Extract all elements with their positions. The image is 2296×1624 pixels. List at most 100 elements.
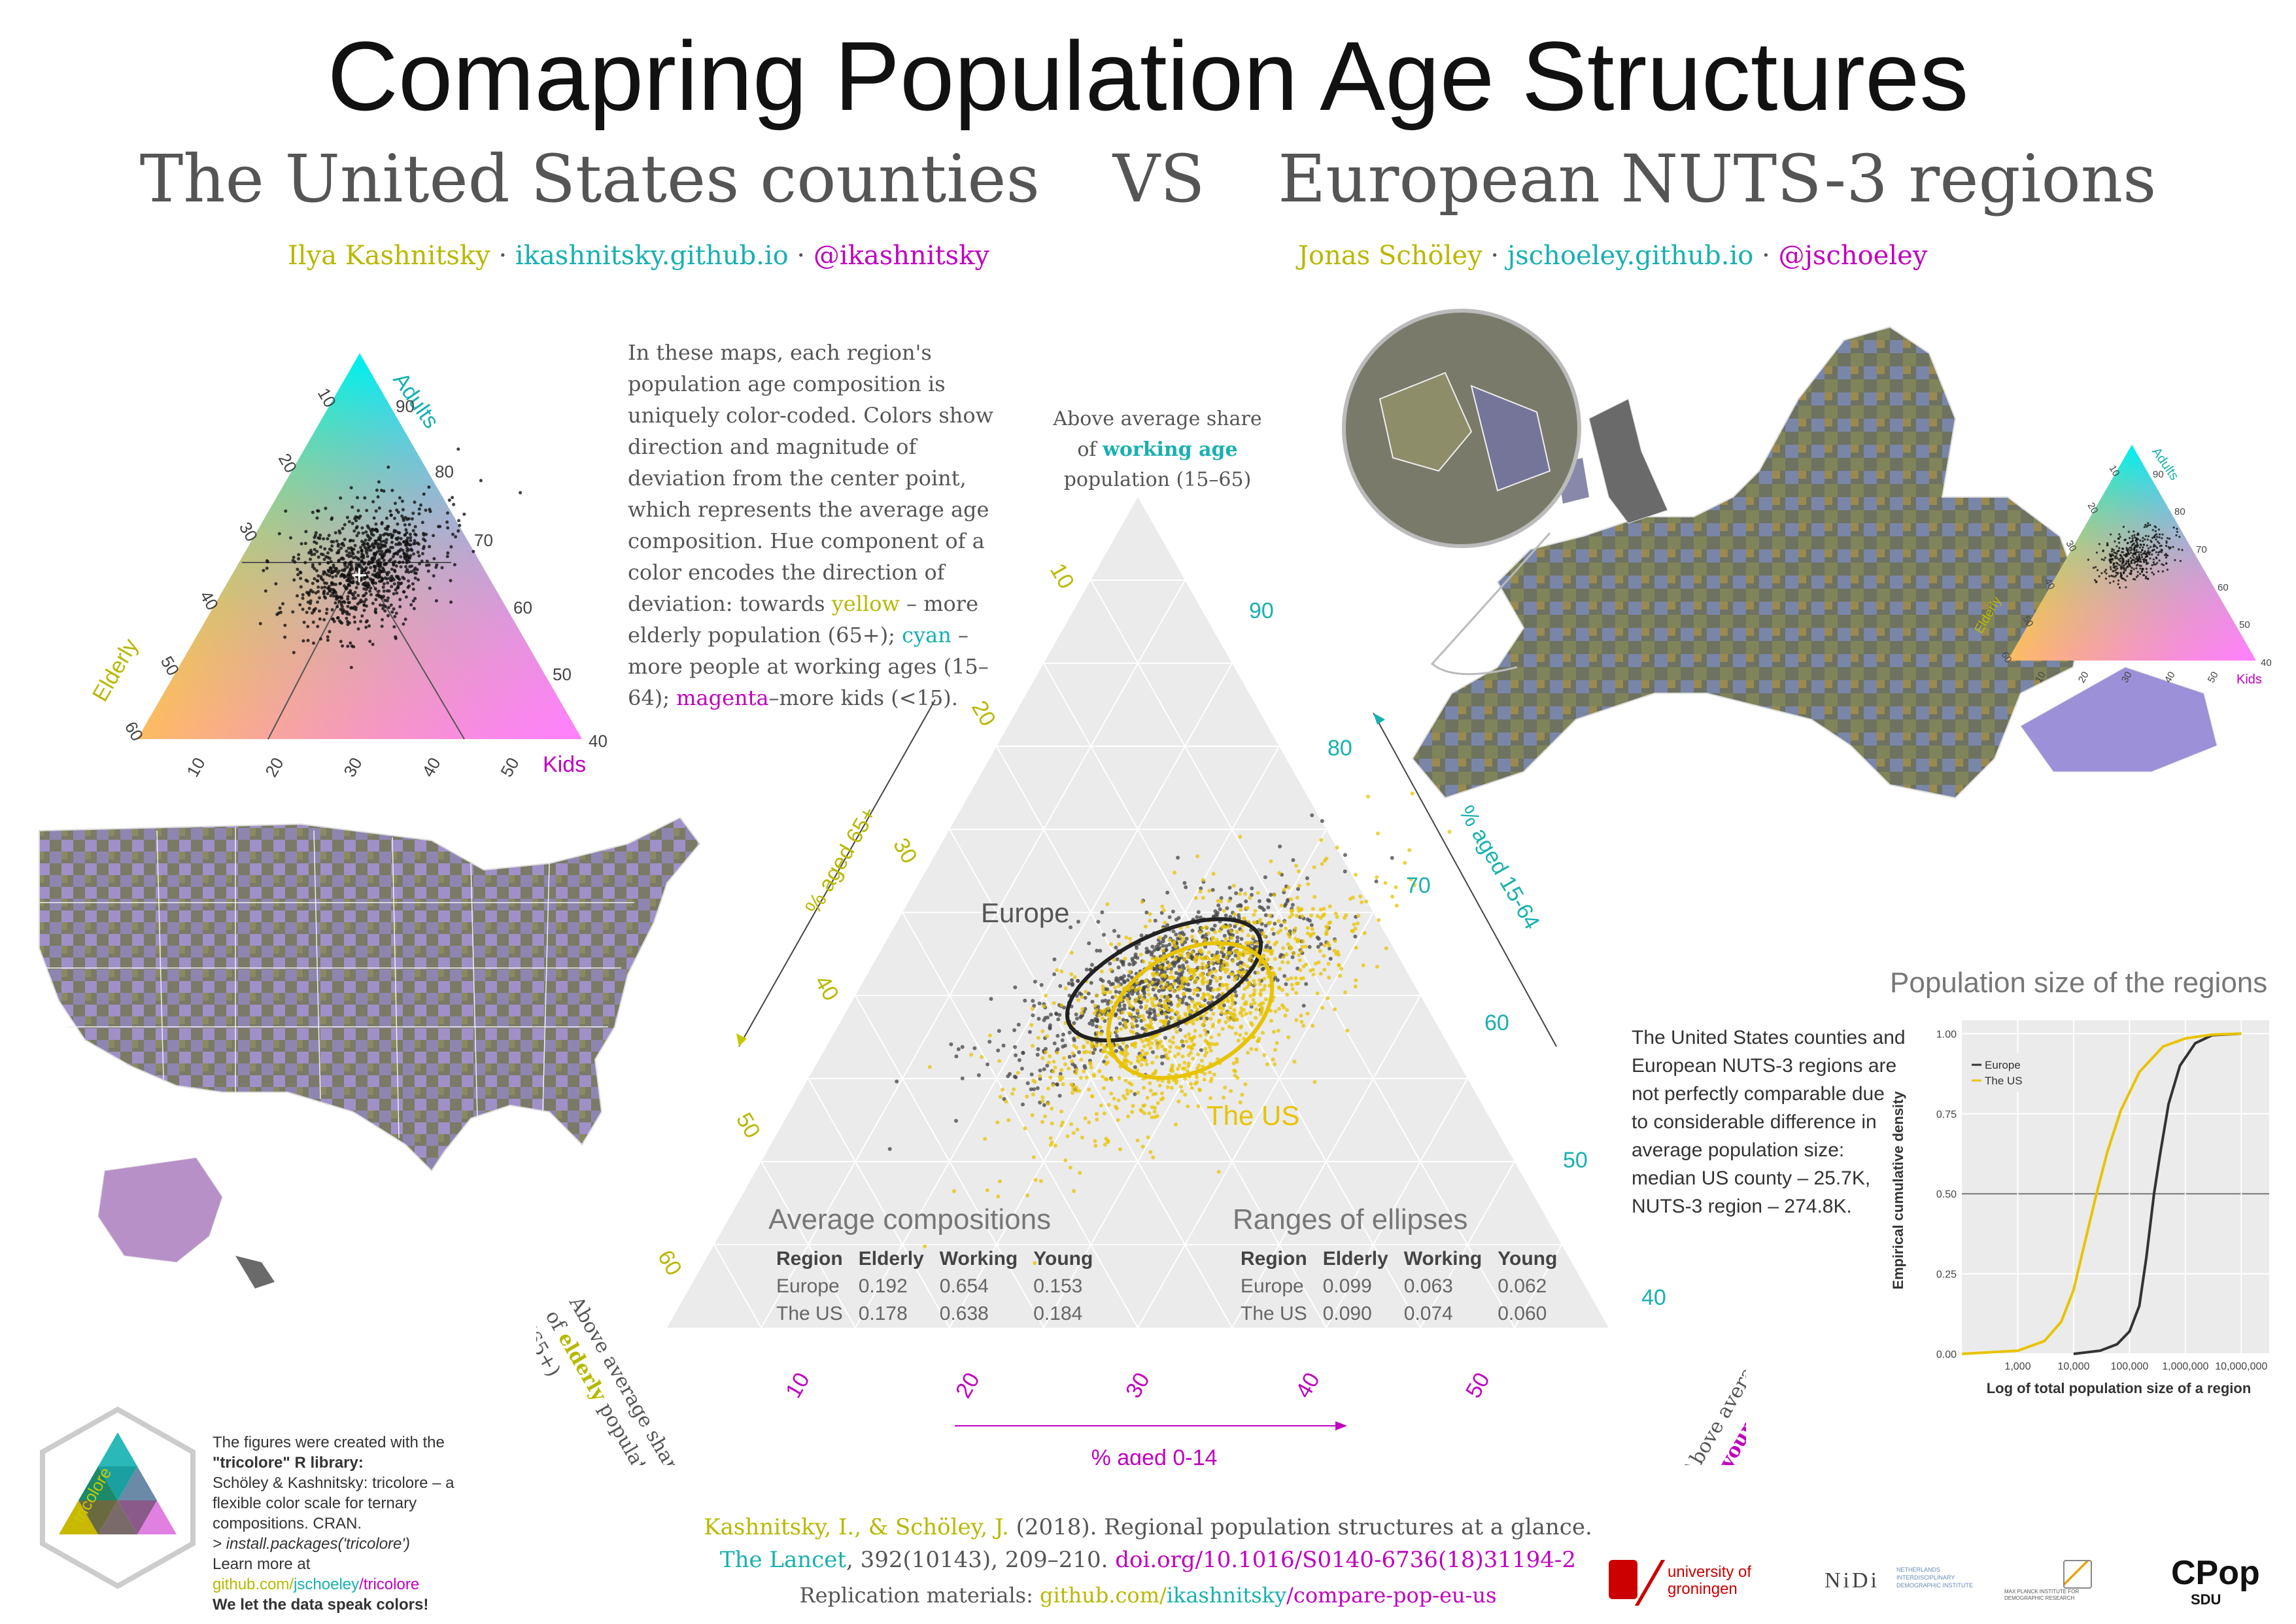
us-point bbox=[1212, 954, 1217, 958]
legend-point bbox=[318, 562, 322, 566]
us-point bbox=[1158, 965, 1163, 969]
europe-point bbox=[1374, 879, 1379, 884]
us-point bbox=[1242, 993, 1246, 997]
author-2-handle[interactable]: @jschoeley bbox=[1778, 241, 1928, 271]
tick: 20 bbox=[261, 754, 287, 780]
us-point bbox=[1394, 885, 1398, 890]
eu-legend-point bbox=[2114, 569, 2117, 572]
us-point bbox=[1237, 970, 1242, 975]
europe-point bbox=[1201, 934, 1205, 939]
legend-point bbox=[301, 639, 305, 643]
eu-legend-point bbox=[2154, 563, 2157, 566]
legend-point bbox=[411, 528, 415, 532]
legend-point bbox=[363, 575, 367, 578]
legend-point bbox=[407, 570, 411, 574]
legend-point bbox=[405, 517, 409, 521]
legend-point bbox=[349, 641, 352, 645]
us-point bbox=[1322, 943, 1327, 948]
repl-link-b[interactable]: ikashnitsky bbox=[1166, 1583, 1287, 1608]
legend-point bbox=[367, 526, 371, 530]
eu-legend-point bbox=[2130, 561, 2133, 563]
legend-point bbox=[351, 505, 354, 509]
lib-link-b[interactable]: jschoeley bbox=[294, 1576, 360, 1593]
legend-point bbox=[374, 509, 378, 513]
eu-legend-point bbox=[2095, 581, 2097, 583]
us-point bbox=[1097, 1069, 1102, 1073]
legend-point bbox=[420, 552, 424, 555]
us-point bbox=[1297, 884, 1301, 888]
legend-point bbox=[440, 566, 444, 570]
us-point bbox=[1292, 930, 1296, 935]
eu-legend-point bbox=[2142, 546, 2144, 549]
author-1-handle[interactable]: @ikashnitsky bbox=[813, 241, 990, 271]
eu-legend-point bbox=[2114, 576, 2116, 578]
legend-point bbox=[313, 547, 317, 551]
eu-legend-point bbox=[2179, 560, 2182, 562]
eu-legend-point bbox=[2165, 554, 2168, 557]
eu-legend-point bbox=[2124, 538, 2127, 541]
us-point bbox=[1135, 1058, 1140, 1063]
europe-point bbox=[1057, 1094, 1062, 1098]
us-point bbox=[1315, 914, 1320, 918]
repl-link-a[interactable]: github.com/ bbox=[1040, 1583, 1167, 1608]
gb-shape bbox=[1588, 398, 1668, 524]
europe-point bbox=[1045, 1063, 1050, 1068]
legend-point bbox=[413, 571, 417, 575]
us-point bbox=[1155, 1114, 1159, 1118]
lib-link-c[interactable]: /tricolore bbox=[359, 1576, 420, 1593]
us-point bbox=[1140, 1039, 1145, 1044]
legend-point bbox=[327, 534, 331, 538]
us-point bbox=[1195, 988, 1199, 992]
us-point bbox=[1190, 999, 1195, 1004]
us-point bbox=[1123, 1079, 1128, 1083]
legend-point bbox=[331, 617, 335, 621]
europe-point bbox=[1055, 1082, 1059, 1086]
top-note-3: population (15–65) bbox=[1064, 468, 1252, 491]
color-legend-ternary: + Adults Elderly Kids 10 20 30 40 50 60 … bbox=[88, 353, 608, 780]
eu-legend-point bbox=[2165, 545, 2168, 547]
us-point bbox=[1321, 914, 1325, 918]
europe-point bbox=[1152, 948, 1157, 952]
us-point bbox=[987, 1033, 992, 1038]
cite-doi[interactable]: doi.org/10.1016/S0140-6736(18)31194-2 bbox=[1115, 1547, 1577, 1573]
eu-legend-point bbox=[2161, 537, 2163, 540]
us-point bbox=[1070, 1059, 1074, 1063]
us-point bbox=[1249, 941, 1254, 945]
legend-point bbox=[320, 586, 324, 589]
legend-point bbox=[318, 536, 322, 540]
eu-legend-point bbox=[2172, 526, 2175, 529]
europe-point bbox=[1055, 1033, 1060, 1038]
us-point bbox=[1133, 1041, 1138, 1046]
europe-point bbox=[1125, 978, 1130, 982]
tick: 40 bbox=[589, 731, 608, 751]
us-point bbox=[1344, 913, 1348, 918]
us-point bbox=[1233, 978, 1237, 982]
legend-point bbox=[300, 542, 303, 545]
tick: 40 bbox=[2261, 657, 2272, 668]
eu-legend-point bbox=[2165, 542, 2168, 544]
legend-point bbox=[449, 579, 453, 583]
europe-point bbox=[1101, 999, 1105, 1003]
us-point bbox=[1183, 1012, 1188, 1016]
europe-point bbox=[1156, 947, 1160, 952]
europe-point bbox=[1353, 934, 1358, 939]
legend-point bbox=[371, 559, 375, 562]
legend-point bbox=[368, 640, 372, 644]
us-point bbox=[1356, 914, 1361, 918]
author-1-site[interactable]: ikashnitsky.github.io bbox=[515, 241, 789, 271]
us-point bbox=[1207, 956, 1210, 961]
eu-legend-point bbox=[2144, 534, 2148, 537]
cell: 0.062 bbox=[1498, 1275, 1547, 1297]
legend-point bbox=[318, 596, 321, 600]
legend-point bbox=[362, 542, 366, 546]
legend-point bbox=[277, 532, 281, 536]
legend-point bbox=[373, 555, 377, 559]
eu-legend-point bbox=[2165, 556, 2168, 559]
author-2-site[interactable]: jschoeley.github.io bbox=[1507, 241, 1754, 271]
us-point bbox=[1135, 1068, 1139, 1073]
repl-link-c[interactable]: /compare-pop-eu-us bbox=[1286, 1583, 1497, 1608]
lib-link-a[interactable]: github.com/ bbox=[213, 1576, 294, 1593]
legend-point bbox=[336, 542, 340, 546]
legend-point bbox=[379, 569, 383, 573]
legend-point bbox=[391, 555, 395, 559]
